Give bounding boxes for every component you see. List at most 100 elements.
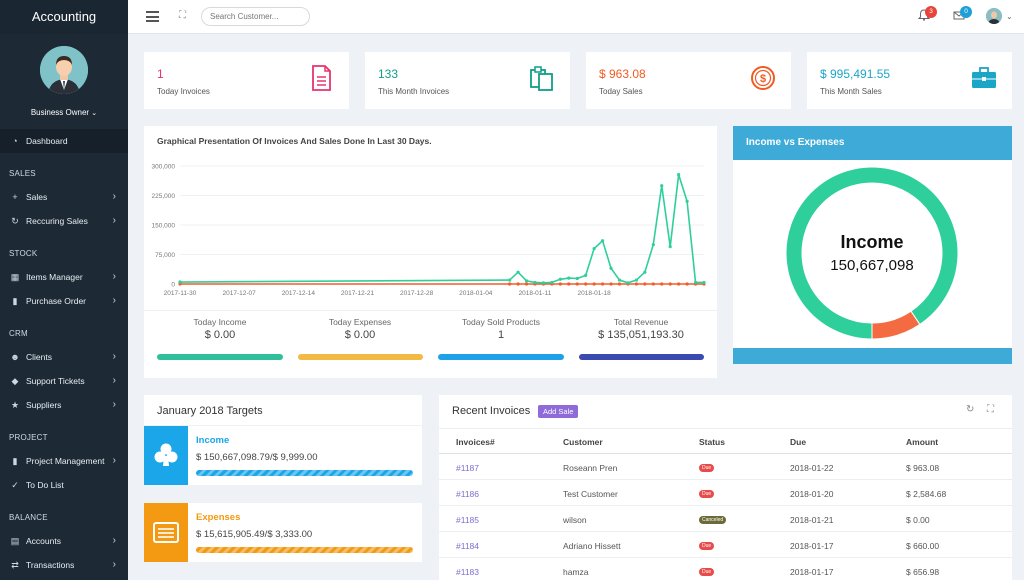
menu-icon[interactable] — [146, 11, 159, 22]
data-point — [533, 280, 537, 285]
truck-icon: ▦ — [10, 272, 20, 282]
customer-name: wilson — [563, 515, 587, 525]
stat-label: Today Sales — [599, 87, 643, 96]
divider — [439, 428, 1012, 429]
donut-slice[interactable] — [871, 310, 921, 340]
data-point — [558, 282, 562, 286]
data-point — [677, 282, 681, 286]
chevron-right-icon: › — [112, 295, 116, 306]
sidebar-item-label: To Do List — [26, 480, 64, 490]
chevron-right-icon: › — [112, 455, 116, 466]
line-chart: 0 75,000 150,000 225,000 300,000 2017-11-30 20… — [152, 164, 706, 297]
stat-card-month-invoices: 133 This Month Invoices — [365, 52, 570, 109]
table-row[interactable]: #1183 hamza Due 2018-01-17 $ 656.98 — [439, 558, 1012, 580]
sidebar-item-project-management[interactable]: ▮ Project Management › — [0, 449, 128, 473]
divider — [144, 310, 717, 311]
invoice-link[interactable]: #1187 — [456, 463, 480, 473]
notifications-badge: 3 — [925, 6, 937, 18]
data-point — [567, 282, 571, 286]
chevron-down-icon[interactable]: ⌄ — [1006, 12, 1013, 21]
target-income: Income $ 150,667,098.79/$ 9,999.00 — [144, 426, 422, 485]
expand-icon[interactable]: ⛶ — [987, 404, 994, 415]
invoice-link[interactable]: #1186 — [456, 489, 480, 499]
recent-invoices-title: Recent Invoices — [452, 405, 531, 417]
total-revenue-bar — [579, 354, 704, 360]
data-point — [575, 276, 579, 281]
sidebar-item-purchase-order[interactable]: ▮ Purchase Order › — [0, 289, 128, 313]
sidebar-item-dashboard[interactable]: ◔ Dashboard — [0, 129, 128, 153]
donut-slice[interactable] — [785, 166, 959, 340]
sidebar-item-suppliers[interactable]: ★ Suppliers › — [0, 393, 128, 417]
x-tick-label: 2017-11-30 — [164, 290, 197, 297]
user-role-dropdown[interactable]: Business Owner ⌄ — [0, 108, 128, 117]
chevron-right-icon: › — [112, 215, 116, 226]
transactions-icon: ⇄ — [11, 560, 19, 570]
today-income-bar — [157, 354, 283, 360]
recurring-icon: ↻ — [11, 216, 19, 226]
profile-avatar[interactable] — [986, 8, 1002, 24]
y-tick-label: 150,000 — [152, 223, 176, 230]
sidebar-item-label: Purchase Order — [26, 296, 86, 306]
search-input[interactable] — [201, 7, 310, 26]
status-badge: Due — [699, 568, 715, 576]
user-avatar[interactable] — [40, 46, 88, 94]
y-tick-label: 75,000 — [155, 252, 175, 259]
chevron-down-icon: ⌄ — [91, 110, 98, 117]
table-row[interactable]: #1186 Test Customer Due 2018-01-20 $ 2,584.6… — [439, 480, 1012, 506]
data-point — [567, 276, 571, 280]
y-tick-label: 225,000 — [152, 193, 176, 200]
data-point — [668, 282, 672, 286]
check-icon: ✓ — [11, 480, 19, 490]
table-row[interactable]: #1184 Adriano Hissett Due 2018-01-17 $ 660.0… — [439, 532, 1012, 558]
sidebar-item-sales[interactable]: + Sales › — [0, 185, 128, 209]
invoice-link[interactable]: #1183 — [456, 567, 480, 577]
data-point — [178, 280, 182, 284]
today-expenses-label: Today Expenses — [328, 317, 392, 327]
divider — [439, 479, 1012, 480]
invoice-amount: $ 656.98 — [906, 567, 940, 577]
add-sale-button[interactable]: Add Sale — [538, 405, 579, 418]
user-panel: Business Owner ⌄ — [0, 34, 128, 126]
user-role-label: Business Owner — [30, 108, 90, 117]
topbar: ⛶ 3 0 ⌄ — [128, 0, 1024, 34]
sidebar-item-support-tickets[interactable]: ◆ Support Tickets › — [0, 369, 128, 393]
sidebar-item-todo[interactable]: ✓ To Do List — [0, 473, 128, 497]
data-point — [592, 247, 596, 251]
refresh-icon[interactable]: ↻ — [966, 404, 975, 415]
invoice-link[interactable]: #1184 — [456, 541, 480, 551]
sidebar-item-transactions[interactable]: ⇄ Transactions › — [0, 553, 128, 577]
today-sold-bar — [438, 354, 564, 360]
sidebar-item-clients[interactable]: ☻ Clients › — [0, 345, 128, 369]
y-tick-label: 0 — [171, 282, 175, 289]
sidebar-item-recurring-sales[interactable]: ↻ Reccuring Sales › — [0, 209, 128, 233]
due-date: 2018-01-20 — [790, 489, 834, 499]
table-row[interactable]: #1187 Roseann Pren Due 2018-01-22 $ 963.08 — [439, 454, 1012, 480]
data-point — [660, 282, 664, 286]
data-point — [600, 239, 605, 243]
invoice-link[interactable]: #1185 — [456, 515, 480, 525]
divider — [439, 453, 1012, 454]
data-point — [617, 278, 622, 282]
section-crm: CRM — [9, 329, 28, 338]
stat-value: $ 963.08 — [599, 67, 646, 81]
section-balance: BALANCE — [9, 513, 48, 522]
fullscreen-icon[interactable]: ⛶ — [179, 10, 186, 21]
customer-name: Test Customer — [563, 489, 618, 499]
divider — [439, 557, 1012, 558]
status-badge: Due — [699, 542, 715, 550]
bank-icon: ▤ — [10, 536, 20, 546]
x-tick-label: 2018-01-11 — [519, 290, 552, 297]
stat-value: 133 — [378, 67, 399, 81]
due-date: 2018-01-17 — [790, 567, 834, 577]
data-point — [677, 173, 681, 177]
total-revenue-value: $ 135,051,193.30 — [598, 329, 684, 341]
chevron-right-icon: › — [112, 351, 116, 362]
sidebar-item-accounts[interactable]: ▤ Accounts › — [0, 529, 128, 553]
sidebar-item-items-manager[interactable]: ▦ Items Manager › — [0, 265, 128, 289]
stat-label: This Month Sales — [820, 87, 882, 96]
table-row[interactable]: #1185 wilson Canceled 2018-01-21 $ 0.00 — [439, 506, 1012, 532]
data-point — [660, 184, 664, 188]
chevron-right-icon: › — [112, 375, 116, 386]
column-header-invoice: Invoices# — [456, 437, 495, 447]
stat-card-today-sales: $ 963.08 Today Sales $ — [586, 52, 791, 109]
